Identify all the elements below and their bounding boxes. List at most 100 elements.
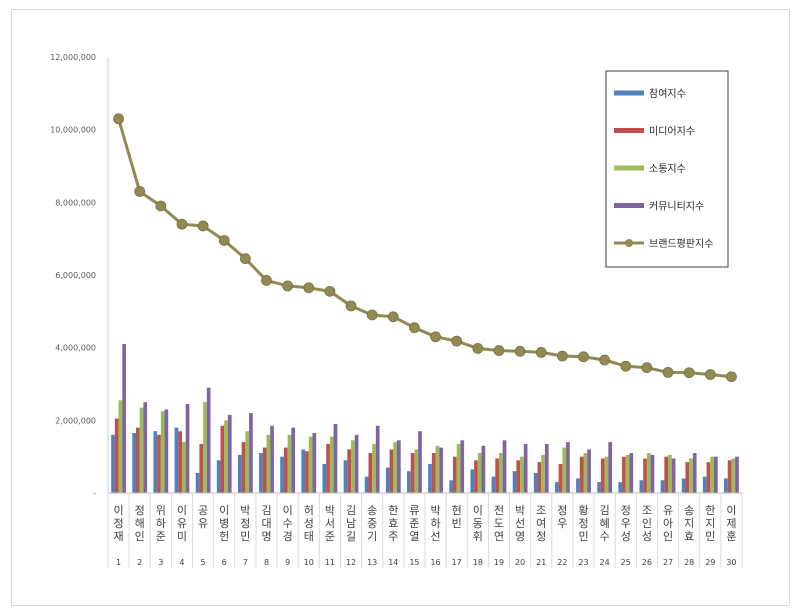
bar	[280, 456, 284, 493]
category-label-char: 성	[621, 530, 631, 543]
category-label-char: 선	[515, 517, 525, 530]
category-label-char: 하	[431, 516, 441, 530]
category-label-char: 기	[367, 530, 377, 543]
bar	[118, 400, 123, 493]
bar	[245, 431, 250, 493]
category-label-char: 허	[304, 504, 314, 517]
bar	[558, 463, 563, 493]
line-point	[134, 186, 146, 197]
category-label-char: 지	[684, 517, 694, 530]
category-label-char: 공	[198, 504, 208, 517]
category-label-char: 연	[494, 530, 504, 543]
axes	[107, 57, 743, 568]
category-label-char: 대	[261, 517, 271, 530]
category-label-char: 효	[388, 517, 398, 530]
bar	[664, 456, 669, 493]
bar	[153, 431, 158, 493]
bar	[181, 442, 186, 493]
rank-label: 7	[243, 558, 248, 567]
rank-label: 11	[325, 558, 335, 567]
bar	[685, 462, 690, 493]
rank-label: 30	[726, 558, 736, 567]
category-label-char: 준	[409, 517, 419, 530]
line-point	[113, 113, 124, 125]
y-tick-label: 12,000,000	[50, 53, 96, 62]
category-label-char: 여	[536, 517, 546, 530]
line-point	[155, 200, 167, 212]
bar	[372, 443, 376, 493]
bar	[710, 456, 714, 493]
bar	[714, 456, 718, 493]
bar	[122, 344, 126, 493]
bar	[453, 456, 457, 493]
category-label-char: 빈	[452, 517, 462, 530]
category-label-char: 정	[621, 504, 631, 517]
rank-label: 23	[578, 558, 588, 567]
category-label-char: 송	[684, 504, 694, 517]
rank-label: 1	[116, 558, 121, 567]
category-label-char: 인	[663, 530, 673, 543]
category-label-char: 준	[325, 530, 335, 543]
category-label-char: 주	[388, 530, 398, 543]
bar	[312, 433, 317, 493]
rank-label: 22	[557, 558, 567, 567]
category-label-char: 한	[388, 504, 398, 517]
category-label-char: 전	[494, 504, 504, 517]
category-label-char: 수	[283, 517, 293, 530]
line-point	[578, 351, 589, 363]
line-point	[641, 362, 653, 374]
legend-label: 브랜드평판지수	[649, 238, 713, 250]
bar	[681, 478, 686, 493]
line-point	[409, 322, 420, 334]
category-label-char: 수	[600, 530, 610, 543]
category-label-char: 병	[219, 517, 229, 530]
bar	[410, 453, 415, 493]
bar	[385, 467, 390, 493]
bar	[520, 456, 524, 493]
category-label-char: 유	[198, 517, 208, 530]
bar-series	[111, 344, 739, 493]
category-label-char: 정	[536, 530, 546, 543]
category-label-char: 이	[726, 504, 736, 517]
bar	[477, 453, 482, 493]
bar	[259, 453, 263, 493]
bar	[160, 411, 165, 493]
bar	[456, 443, 461, 493]
bar	[132, 433, 136, 493]
category-label-char: 황	[578, 504, 588, 517]
category-label-char: 제	[726, 517, 736, 530]
bar	[329, 436, 334, 493]
category-label-char: 아	[663, 517, 673, 530]
bar	[439, 447, 443, 493]
rank-label: 15	[409, 558, 419, 567]
bar	[407, 471, 411, 493]
bar	[731, 458, 736, 493]
bar	[495, 458, 499, 493]
bar	[220, 425, 225, 493]
bar	[554, 482, 559, 493]
bar	[305, 451, 309, 493]
bar	[660, 480, 665, 493]
category-label-char: 영	[515, 530, 525, 543]
category-label-char: 조	[642, 504, 652, 517]
bar	[354, 434, 359, 493]
bar	[533, 473, 538, 493]
category-label-char: 해	[135, 516, 145, 530]
bar	[576, 478, 580, 493]
legend-swatch	[614, 203, 644, 208]
bar	[431, 453, 436, 493]
line-point	[599, 354, 611, 366]
bar	[562, 447, 567, 493]
rank-label: 28	[684, 558, 694, 567]
bar	[474, 460, 478, 493]
bar	[460, 440, 465, 493]
bar	[393, 442, 397, 493]
bar	[597, 482, 601, 493]
bar	[114, 418, 119, 493]
line-point	[535, 346, 547, 358]
bar	[622, 456, 626, 493]
category-label-char: 유	[177, 517, 187, 530]
category-label-char: 재	[114, 530, 124, 543]
category-label-char: 선	[431, 530, 441, 543]
line-point	[261, 275, 272, 286]
